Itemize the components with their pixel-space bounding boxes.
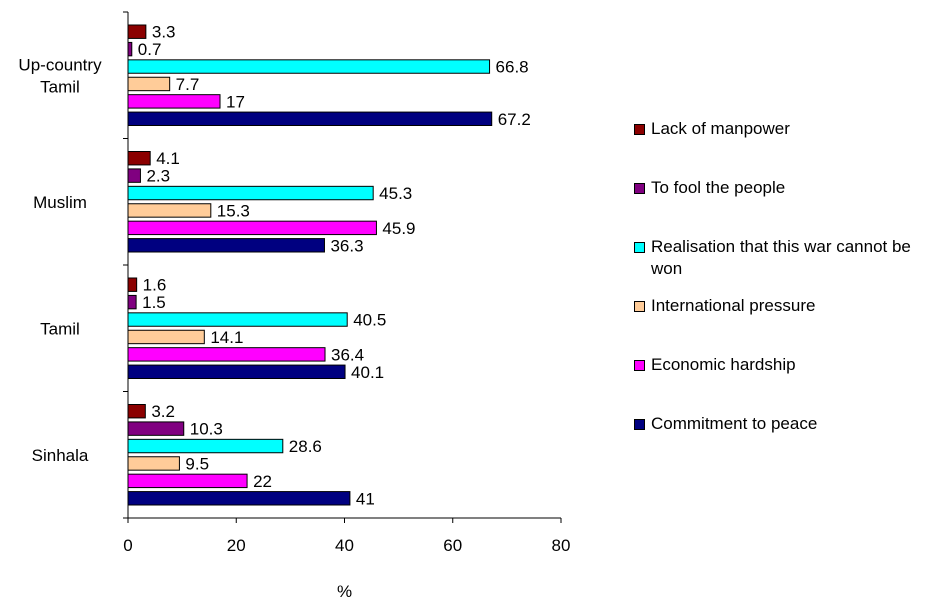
- bar: [127, 203, 212, 218]
- bar: [127, 329, 205, 345]
- bar: [127, 111, 493, 127]
- data-label: 28.6: [289, 437, 322, 456]
- legend-swatch: [634, 124, 645, 135]
- data-label: 45.3: [379, 184, 412, 203]
- data-label: 22: [253, 472, 272, 491]
- legend-label: Economic hardship: [651, 355, 796, 374]
- legend-swatch: [634, 242, 645, 253]
- legend-swatch: [634, 301, 645, 312]
- data-label: 36.4: [331, 345, 364, 364]
- data-label: 3.2: [151, 402, 175, 421]
- legend-item: International pressure: [634, 295, 934, 354]
- data-label: 17: [226, 92, 245, 111]
- x-tick-label: 60: [443, 536, 462, 555]
- legend-item: Economic hardship: [634, 354, 934, 413]
- data-label: 1.6: [143, 276, 167, 295]
- legend-swatch: [634, 419, 645, 430]
- bar: [127, 347, 326, 362]
- data-label: 41: [356, 489, 375, 508]
- bar: [127, 438, 284, 454]
- bar: [127, 76, 171, 92]
- x-tick-label: 40: [335, 536, 354, 555]
- data-label: 7.7: [176, 75, 200, 94]
- legend-label: International pressure: [651, 296, 816, 315]
- legend-item: Realisation that this war cannot be won: [634, 236, 934, 295]
- data-label: 10.3: [190, 420, 223, 439]
- bar: [127, 24, 147, 39]
- bar: [127, 220, 377, 236]
- category-label: Sinhala: [32, 446, 89, 465]
- bar: [127, 41, 133, 57]
- bar: [127, 59, 491, 74]
- bar: [127, 364, 346, 380]
- data-label: 36.3: [330, 236, 363, 255]
- data-label: 66.8: [496, 58, 529, 77]
- category-label: Muslim: [33, 193, 87, 212]
- data-label: 4.1: [156, 149, 180, 168]
- data-label: 15.3: [217, 201, 250, 220]
- legend: Lack of manpower To fool the people Realis…: [634, 118, 934, 472]
- legend-item: Lack of manpower: [634, 118, 934, 177]
- x-axis-label: %: [337, 582, 352, 599]
- legend-item: To fool the people: [634, 177, 934, 236]
- bar: [127, 421, 185, 436]
- data-label: 0.7: [138, 40, 162, 59]
- category-label: Up-country Tamil: [18, 55, 102, 96]
- data-label: 45.9: [382, 219, 415, 238]
- data-label: 14.1: [210, 328, 243, 347]
- legend-swatch: [634, 183, 645, 194]
- data-label: 67.2: [498, 110, 531, 129]
- bar: [127, 185, 374, 201]
- bar: [127, 404, 146, 419]
- legend-item: Commitment to peace: [634, 413, 934, 472]
- bar: [127, 151, 151, 166]
- x-tick-label: 80: [552, 536, 571, 555]
- legend-label: Lack of manpower: [651, 119, 790, 138]
- bar: [127, 473, 248, 489]
- bar: [127, 168, 141, 183]
- x-tick-label: 0: [123, 536, 132, 555]
- bar: [127, 312, 348, 327]
- legend-label: Commitment to peace: [651, 414, 818, 433]
- bar: [127, 294, 137, 310]
- category-label: Tamil: [40, 319, 80, 338]
- data-label: 2.3: [146, 167, 170, 186]
- data-label: 9.5: [185, 454, 209, 473]
- x-tick-label: 20: [227, 536, 246, 555]
- data-label: 40.5: [353, 311, 386, 330]
- data-label: 40.1: [351, 363, 384, 382]
- data-label: 1.5: [142, 293, 166, 312]
- data-label: 3.3: [152, 23, 176, 42]
- legend-label: Realisation that this war cannot be won: [651, 237, 911, 278]
- bar: [127, 94, 221, 109]
- bar: [127, 238, 325, 253]
- bar: [127, 277, 138, 292]
- legend-label: To fool the people: [651, 178, 786, 197]
- bar: [127, 491, 351, 506]
- bar: [127, 456, 180, 471]
- legend-swatch: [634, 360, 645, 371]
